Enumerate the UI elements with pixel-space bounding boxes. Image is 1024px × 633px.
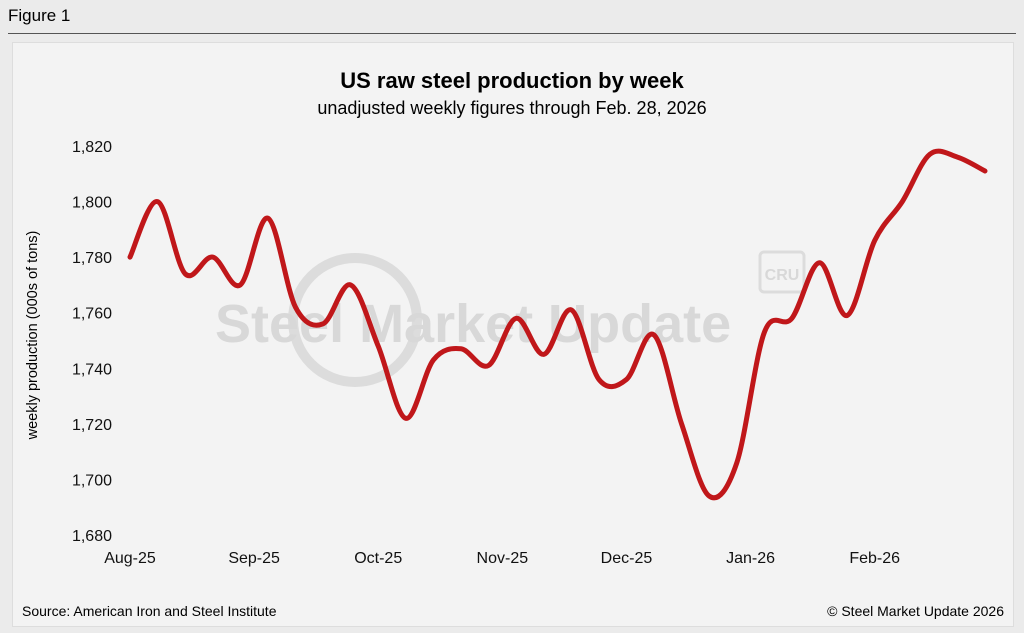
chart-panel [12, 42, 1014, 627]
x-tick-label: Sep-25 [228, 550, 280, 567]
watermark: Steel Market Update CRU [215, 250, 806, 387]
y-tick-label: 1,700 [72, 472, 112, 489]
x-tick-label: Aug-25 [104, 550, 156, 567]
x-tick-label: Feb-26 [849, 550, 900, 567]
watermark-badge-text: CRU [765, 267, 800, 284]
y-tick-label: 1,760 [72, 306, 112, 323]
figure-label: Figure 1 [8, 6, 71, 25]
x-tick-label: Jan-26 [726, 550, 775, 567]
y-tick-label: 1,800 [72, 195, 112, 212]
x-axis-ticks: Aug-25 Sep-25 Oct-25 Nov-25 Dec-25 Jan-26 Feb-… [104, 550, 900, 567]
chart-subtitle: unadjusted weekly figures through Feb. 2… [317, 98, 707, 118]
watermark-ring [288, 253, 422, 387]
y-tick-label: 1,820 [72, 139, 112, 156]
series-line-weekly-production [127, 148, 988, 501]
y-tick-label: 1,720 [72, 417, 112, 434]
y-tick-label: 1,680 [72, 528, 112, 545]
x-tick-label: Oct-25 [354, 550, 402, 567]
top-divider [8, 33, 1016, 34]
source-note: Source: American Iron and Steel Institut… [22, 603, 277, 619]
copyright-note: © Steel Market Update 2026 [827, 603, 1004, 619]
x-tick-label: Nov-25 [477, 550, 529, 567]
chart-title: US raw steel production by week [340, 68, 684, 93]
y-tick-label: 1,780 [72, 250, 112, 267]
x-tick-label: Dec-25 [601, 550, 653, 567]
y-axis-ticks: 1,680 1,700 1,720 1,740 1,760 1,780 1,800 1,820 [72, 139, 112, 545]
y-axis-label: weekly production (000s of tons) [25, 230, 41, 440]
y-tick-label: 1,740 [72, 361, 112, 378]
watermark-badge [758, 250, 806, 294]
